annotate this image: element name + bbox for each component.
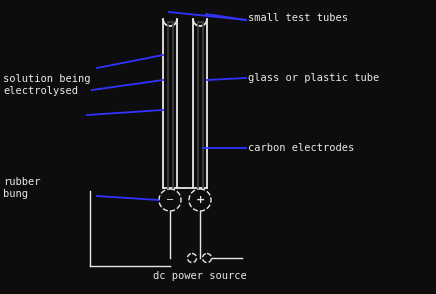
Text: +: + [195,195,204,205]
Text: carbon electrodes: carbon electrodes [248,143,354,153]
Text: rubber
bung: rubber bung [3,177,41,199]
Text: −: − [166,195,174,205]
Text: small test tubes: small test tubes [248,13,348,23]
Text: dc power source: dc power source [153,271,246,281]
Text: glass or plastic tube: glass or plastic tube [248,73,379,83]
Text: solution being
electrolysed: solution being electrolysed [3,74,91,96]
